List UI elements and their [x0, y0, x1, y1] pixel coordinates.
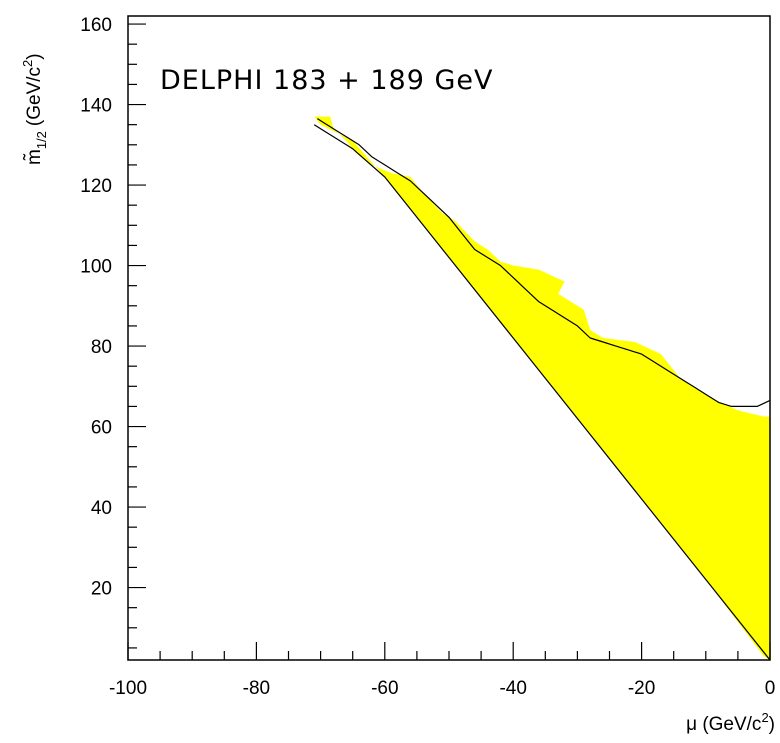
axis-ticks [127, 23, 771, 660]
exclusion-contour-line [317, 118, 771, 407]
y-tick-label: 140 [80, 96, 112, 117]
x-tick-label: 0 [765, 678, 776, 699]
y-tick-labels: 20 40 60 80 100 120 140 160 [80, 15, 112, 600]
x-tick-label: -20 [628, 678, 655, 699]
x-axis-symbol: μ [686, 714, 697, 735]
y-tick-label: 160 [80, 15, 112, 36]
y-axis-subscript: 1/2 [34, 131, 49, 149]
y-axis-unit-exp: 2 [20, 60, 35, 67]
x-axis-unit-prefix: (GeV/c [702, 714, 761, 735]
x-axis-unit-suffix: ) [769, 714, 775, 735]
x-tick-labels: -100 -80 -60 -40 -20 0 [109, 678, 775, 699]
y-axis-unit-prefix: (GeV/c [24, 67, 45, 126]
y-tick-label: 100 [80, 257, 112, 278]
y-tick-label: 80 [91, 337, 112, 358]
x-tick-label: -60 [371, 678, 398, 699]
y-axis-unit-suffix: ) [24, 53, 45, 59]
contour-line-layer [313, 118, 771, 661]
y-axis-title: m̃1/2 (GeV/c2) [20, 53, 49, 165]
x-tick-label: -80 [243, 678, 270, 699]
excluded-region-layer [314, 116, 770, 661]
x-tick-label: -100 [109, 678, 147, 699]
svg-text:m̃1/2(GeV/c2): m̃1/2 (GeV/c2) [20, 53, 49, 165]
y-axis-symbol: m̃ [23, 149, 45, 165]
x-axis-title: μ (GeV/c2) [686, 710, 775, 735]
y-tick-label: 60 [91, 418, 112, 439]
y-tick-label: 20 [91, 579, 112, 600]
x-tick-label: -40 [499, 678, 526, 699]
region-boundary-line [313, 124, 771, 661]
x-axis-unit-exp: 2 [761, 710, 768, 725]
plot-frame [127, 15, 771, 661]
chart-annotation: DELPHI 183 + 189 GeV [160, 65, 493, 96]
excluded-region-fill [314, 116, 770, 661]
y-tick-label: 40 [91, 498, 112, 519]
y-tick-label: 120 [80, 176, 112, 197]
